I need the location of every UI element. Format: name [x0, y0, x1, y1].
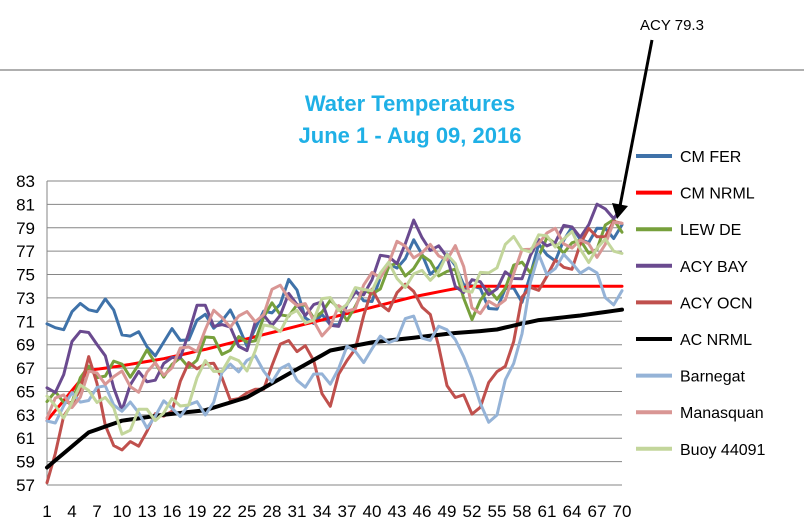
legend-label: ACY BAY: [680, 259, 748, 276]
x-tick-label: 25: [238, 502, 257, 521]
x-tick-label: 40: [363, 502, 382, 521]
x-tick-label: 13: [138, 502, 157, 521]
x-tick-label: 34: [313, 502, 332, 521]
y-tick-label: 59: [16, 453, 35, 472]
legend-label: CM NRML: [680, 186, 755, 203]
series-line-barnegat: [45, 252, 624, 430]
x-tick-label: 4: [67, 502, 76, 521]
legend: CM FER CM NRML LEW DE ACY BAY ACY OCN AC NRML…: [636, 149, 766, 459]
legend-label: Manasquan: [680, 405, 764, 422]
y-tick-label: 71: [16, 312, 35, 331]
series-line-buoy-44091: [45, 230, 624, 436]
x-tick-label: 28: [263, 502, 282, 521]
x-tick-label: 19: [188, 502, 207, 521]
x-tick-label: 67: [588, 502, 607, 521]
x-tick-label: 31: [288, 502, 307, 521]
x-tick-label: 43: [388, 502, 407, 521]
x-tick-label: 10: [113, 502, 132, 521]
y-tick-label: 73: [16, 289, 35, 308]
x-tick-label: 1: [42, 502, 51, 521]
x-tick-label: 7: [92, 502, 101, 521]
y-tick-label: 63: [16, 406, 35, 425]
legend-label: ACY OCN: [680, 295, 753, 312]
series-line-acy-bay: [45, 202, 624, 412]
y-tick-label: 75: [16, 266, 35, 285]
x-tick-label: 55: [488, 502, 507, 521]
series-lines: [45, 202, 624, 485]
legend-label: LEW DE: [680, 222, 741, 239]
x-tick-label: 70: [613, 502, 632, 521]
x-tick-label: 52: [463, 502, 482, 521]
x-tick-label: 61: [538, 502, 557, 521]
y-tick-label: 81: [16, 195, 35, 214]
y-axis-ticks: 57 59 61 63 65 67 69 71 73 75 77 79 81 83: [16, 172, 35, 495]
y-tick-label: 83: [16, 172, 35, 191]
x-tick-label: 46: [413, 502, 432, 521]
x-tick-label: 58: [513, 502, 532, 521]
x-tick-label: 22: [213, 502, 232, 521]
y-tick-label: 65: [16, 382, 35, 401]
series-line-acy-ocn: [45, 219, 624, 485]
y-tick-label: 61: [16, 429, 35, 448]
legend-label: CM FER: [680, 149, 741, 166]
legend-label: Buoy 44091: [680, 442, 766, 459]
x-tick-label: 64: [563, 502, 582, 521]
x-tick-label: 49: [438, 502, 457, 521]
legend-label: AC NRML: [680, 332, 752, 349]
y-tick-label: 67: [16, 359, 35, 378]
annotation-label: ACY 79.3: [640, 17, 704, 34]
annotation-arrow-head: [612, 203, 628, 219]
x-tick-label: 16: [163, 502, 182, 521]
y-tick-label: 79: [16, 219, 35, 238]
chart-subtitle: June 1 - Aug 09, 2016: [299, 123, 522, 148]
gridlines: [46, 180, 622, 486]
y-tick-label: 77: [16, 242, 35, 261]
y-tick-label: 69: [16, 336, 35, 355]
x-axis-ticks: 1 4 7 10 13 16 19 22 25 28 31 34 37 40 43 46 49 52 55 58 61 6…: [42, 502, 631, 521]
annotation-arrow-line: [618, 39, 654, 207]
y-tick-label: 57: [16, 476, 35, 495]
chart-title: Water Temperatures: [305, 91, 515, 116]
legend-label: Barnegat: [680, 369, 745, 386]
x-tick-label: 37: [338, 502, 357, 521]
